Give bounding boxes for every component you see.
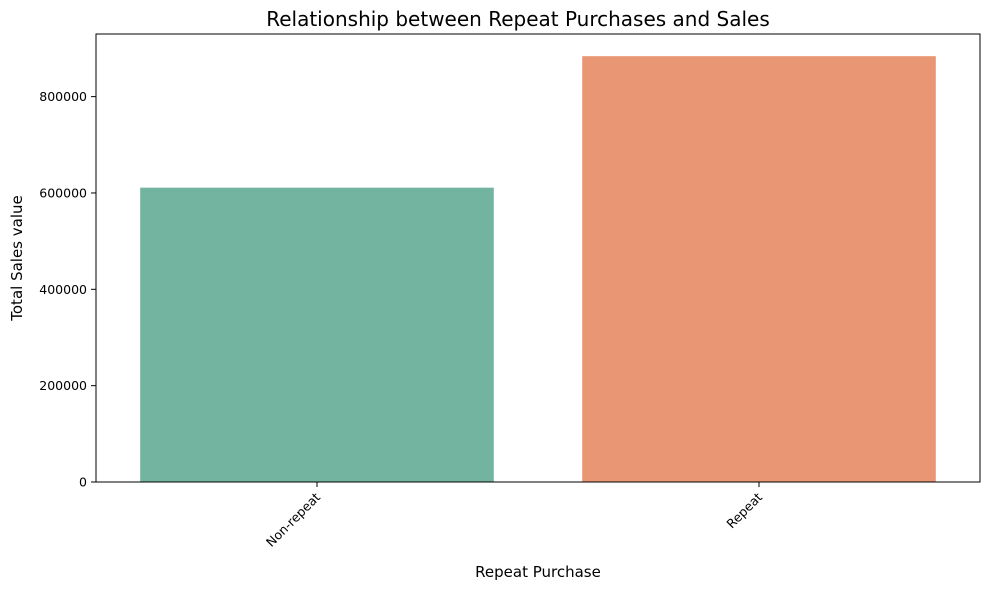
x-tick-label: Non-repeat: [263, 489, 323, 549]
y-tick-label: 200000: [39, 378, 87, 393]
y-axis-ticks: 0 200000 400000 600000 800000: [39, 89, 96, 490]
x-axis-label: Repeat Purchase: [475, 563, 601, 581]
plot-area-frame: [95, 33, 981, 483]
x-axis-ticks: Non-repeat Repeat: [263, 482, 765, 550]
y-tick-label: 400000: [39, 282, 87, 297]
y-tick-label: 0: [79, 475, 87, 490]
chart-title: Relationship between Repeat Purchases an…: [266, 7, 770, 31]
bar-non-repeat: [140, 187, 494, 482]
bar-repeat: [582, 56, 936, 482]
bars-group: [140, 56, 936, 482]
y-axis-label: Total Sales value: [8, 195, 26, 321]
y-tick-label: 600000: [39, 185, 87, 200]
x-tick-label: Repeat: [723, 489, 765, 531]
y-tick-label: 800000: [39, 89, 87, 104]
